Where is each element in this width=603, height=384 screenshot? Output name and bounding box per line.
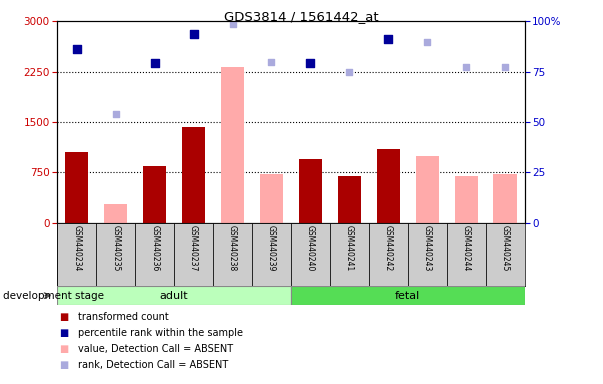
Bar (260, 174, 283, 223)
Point (423, 39, 432, 45)
Text: GSM440239: GSM440239 (267, 225, 276, 271)
Bar (57, 223, 96, 286)
Bar (104, 204, 127, 223)
Bar (408, 223, 447, 286)
Bar (143, 166, 166, 223)
Text: fetal: fetal (395, 291, 420, 301)
Bar (182, 127, 205, 223)
Text: development stage: development stage (3, 291, 104, 301)
Text: GSM440242: GSM440242 (384, 225, 393, 271)
Bar (377, 149, 400, 223)
Text: rank, Detection Call = ABSENT: rank, Detection Call = ABSENT (78, 360, 229, 370)
Bar (57, 286, 291, 305)
Point (111, 111, 121, 117)
Point (461, 64, 471, 70)
Bar (291, 223, 330, 286)
Bar (252, 223, 291, 286)
Point (267, 59, 276, 65)
Bar (415, 156, 439, 223)
Bar (298, 159, 322, 223)
Text: value, Detection Call = ABSENT: value, Detection Call = ABSENT (78, 344, 233, 354)
Bar (65, 152, 89, 223)
Bar (135, 223, 174, 286)
Text: GSM440243: GSM440243 (423, 225, 432, 271)
Text: GDS3814 / 1561442_at: GDS3814 / 1561442_at (224, 10, 379, 23)
Text: ■: ■ (58, 360, 68, 370)
Bar (455, 176, 478, 223)
Text: GSM440244: GSM440244 (462, 225, 471, 271)
Bar (338, 176, 361, 223)
Point (344, 68, 354, 74)
Text: GSM440241: GSM440241 (345, 225, 354, 271)
Point (384, 36, 393, 42)
Text: transformed count: transformed count (78, 312, 169, 322)
Bar (493, 174, 517, 223)
Point (150, 60, 159, 66)
Point (228, 21, 238, 27)
Bar (330, 223, 369, 286)
Text: GSM440240: GSM440240 (306, 225, 315, 271)
Text: adult: adult (160, 291, 188, 301)
Text: ■: ■ (58, 344, 68, 354)
Text: GSM440234: GSM440234 (72, 225, 81, 271)
Text: ■: ■ (58, 328, 68, 338)
Text: GSM440237: GSM440237 (189, 225, 198, 271)
Text: GSM440236: GSM440236 (150, 225, 159, 271)
Point (306, 60, 315, 66)
Text: GSM440238: GSM440238 (228, 225, 237, 271)
Bar (485, 223, 525, 286)
Point (189, 31, 198, 37)
Bar (174, 223, 213, 286)
Bar (213, 223, 252, 286)
Bar (291, 286, 525, 305)
Text: GSM440235: GSM440235 (111, 225, 120, 271)
Bar (447, 223, 485, 286)
Text: ■: ■ (58, 312, 68, 322)
Text: GSM440245: GSM440245 (500, 225, 510, 271)
Bar (369, 223, 408, 286)
Point (500, 64, 510, 70)
Text: percentile rank within the sample: percentile rank within the sample (78, 328, 244, 338)
Point (72, 46, 81, 53)
Bar (221, 67, 244, 223)
Bar (96, 223, 135, 286)
